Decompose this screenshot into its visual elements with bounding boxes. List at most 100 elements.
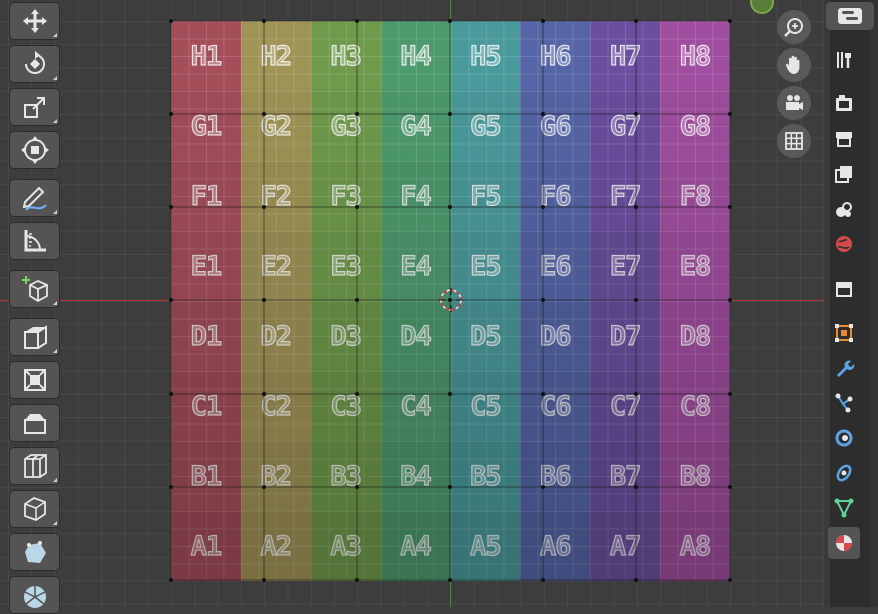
uv-cell: C8 xyxy=(660,371,730,441)
3d-cursor-icon xyxy=(439,288,463,312)
tab-object-data[interactable] xyxy=(828,492,860,524)
tab-physics[interactable] xyxy=(828,422,860,454)
uv-cell-label: H5 xyxy=(470,40,503,72)
zoom-button[interactable] xyxy=(777,10,811,44)
uv-cell-label: H7 xyxy=(609,40,642,72)
uv-cell: H7 xyxy=(590,21,661,91)
3d-viewport[interactable]: H1 H2 H3 H4 H5 H6 H7 H8 G1 G2 G3 G4 G5 G6 G7 G8 F1 F2 F3 F4… xyxy=(0,0,824,607)
annotate-tool-button[interactable] xyxy=(9,179,60,217)
move-tool-button[interactable] xyxy=(9,2,60,40)
tab-object[interactable] xyxy=(828,317,860,349)
transform-icon xyxy=(20,136,49,164)
view-layer-icon xyxy=(835,166,852,183)
mesh-data-icon xyxy=(834,498,854,518)
add-cube-icon xyxy=(21,276,48,303)
inset-faces-tool-button[interactable] xyxy=(9,361,60,399)
uv-cell: E7 xyxy=(590,231,661,301)
properties-editor-icon xyxy=(838,8,862,24)
uv-cell: H8 xyxy=(660,21,730,91)
tab-collection[interactable] xyxy=(828,273,860,305)
spin-icon xyxy=(23,586,46,608)
transform-tool-button[interactable] xyxy=(9,131,60,169)
uv-cell-label: E3 xyxy=(330,250,363,282)
uv-cell-label: B3 xyxy=(330,460,363,492)
uv-cell-label: G5 xyxy=(470,110,503,142)
uv-cell-label: A8 xyxy=(679,530,712,562)
uv-cell: F7 xyxy=(590,161,661,231)
uv-cell-label: A7 xyxy=(609,530,642,562)
camera-icon xyxy=(786,95,803,110)
collection-box-icon xyxy=(836,282,852,297)
uv-cell: E3 xyxy=(310,231,381,301)
uv-cell-label: A3 xyxy=(330,530,363,562)
tab-object-constraints[interactable] xyxy=(828,457,860,489)
bevel-tool-button[interactable] xyxy=(9,404,60,442)
uv-cell-label: B7 xyxy=(609,460,642,492)
tab-scene[interactable] xyxy=(828,193,860,225)
orthographic-toggle-button[interactable] xyxy=(777,124,811,158)
uv-cell-label: D8 xyxy=(679,320,712,352)
uv-cell-label: B6 xyxy=(539,460,572,492)
tab-particles[interactable] xyxy=(828,387,860,419)
uv-cell-label: C7 xyxy=(609,390,642,422)
zoom-icon xyxy=(784,18,803,37)
uv-cell-label: C3 xyxy=(330,390,363,422)
uv-cell: A6 xyxy=(520,511,591,581)
uv-cell: A4 xyxy=(380,511,451,581)
uv-cell: D1 xyxy=(171,301,241,371)
uv-cell-label: G8 xyxy=(679,110,712,142)
area-divider[interactable] xyxy=(824,0,830,607)
uv-cell: H5 xyxy=(450,21,521,91)
rotate-tool-button[interactable] xyxy=(9,45,60,83)
uv-cell: F1 xyxy=(171,161,241,231)
material-icon xyxy=(836,535,852,551)
uv-cell-label: H1 xyxy=(190,40,223,72)
uv-cell: C1 xyxy=(171,371,241,441)
uv-cell-label: C8 xyxy=(679,390,712,422)
uv-cell: H6 xyxy=(520,21,591,91)
editor-type-button[interactable] xyxy=(826,2,874,30)
knife-tool-button[interactable] xyxy=(9,490,60,528)
rotate-icon xyxy=(24,51,45,74)
measure-tool-button[interactable] xyxy=(9,222,60,260)
uv-cell: E6 xyxy=(520,231,591,301)
world-icon xyxy=(836,236,852,252)
uv-cell: G7 xyxy=(590,91,661,161)
uv-cell-label: A6 xyxy=(539,530,572,562)
uv-cell: A3 xyxy=(310,511,381,581)
pan-button[interactable] xyxy=(777,48,811,82)
uv-cell-label: F7 xyxy=(609,180,642,212)
uv-cell: E5 xyxy=(450,231,521,301)
tab-world[interactable] xyxy=(828,228,860,260)
loop-cut-tool-button[interactable] xyxy=(9,447,60,485)
uv-cell-label: G4 xyxy=(400,110,433,142)
add-cube-tool-button[interactable] xyxy=(9,270,60,308)
scale-tool-button[interactable] xyxy=(9,88,60,126)
scale-icon xyxy=(23,97,45,118)
tab-tool[interactable] xyxy=(828,44,860,76)
uv-cell-label: C6 xyxy=(539,390,572,422)
uv-cell-label: E1 xyxy=(190,250,223,282)
uv-cell-label: E5 xyxy=(470,250,503,282)
poly-build-tool-button[interactable] xyxy=(9,533,60,571)
move-icon xyxy=(22,9,47,33)
spin-tool-button[interactable] xyxy=(9,576,60,614)
uv-cell: F6 xyxy=(520,161,591,231)
tab-material[interactable] xyxy=(828,527,860,559)
properties-scrollbar[interactable] xyxy=(870,0,878,607)
tab-render[interactable] xyxy=(828,87,860,119)
uv-cell-label: F3 xyxy=(330,180,363,212)
uv-grid-plane[interactable]: H1 H2 H3 H4 H5 H6 H7 H8 G1 G2 G3 G4 G5 G6 G7 G8 F1 F2 F3 F4… xyxy=(171,21,730,581)
extrude-region-tool-button[interactable] xyxy=(9,318,60,356)
uv-cell: B3 xyxy=(310,441,381,511)
tab-view-layer[interactable] xyxy=(828,158,860,190)
wrench-icon xyxy=(837,360,855,377)
uv-cell: H3 xyxy=(310,21,381,91)
tab-modifiers[interactable] xyxy=(828,352,860,384)
uv-cell: B4 xyxy=(380,441,451,511)
camera-view-button[interactable] xyxy=(777,86,811,120)
uv-cell-label: C4 xyxy=(400,390,433,422)
particles-icon xyxy=(835,393,853,413)
uv-cell: E2 xyxy=(240,231,311,301)
tab-output[interactable] xyxy=(828,123,860,155)
